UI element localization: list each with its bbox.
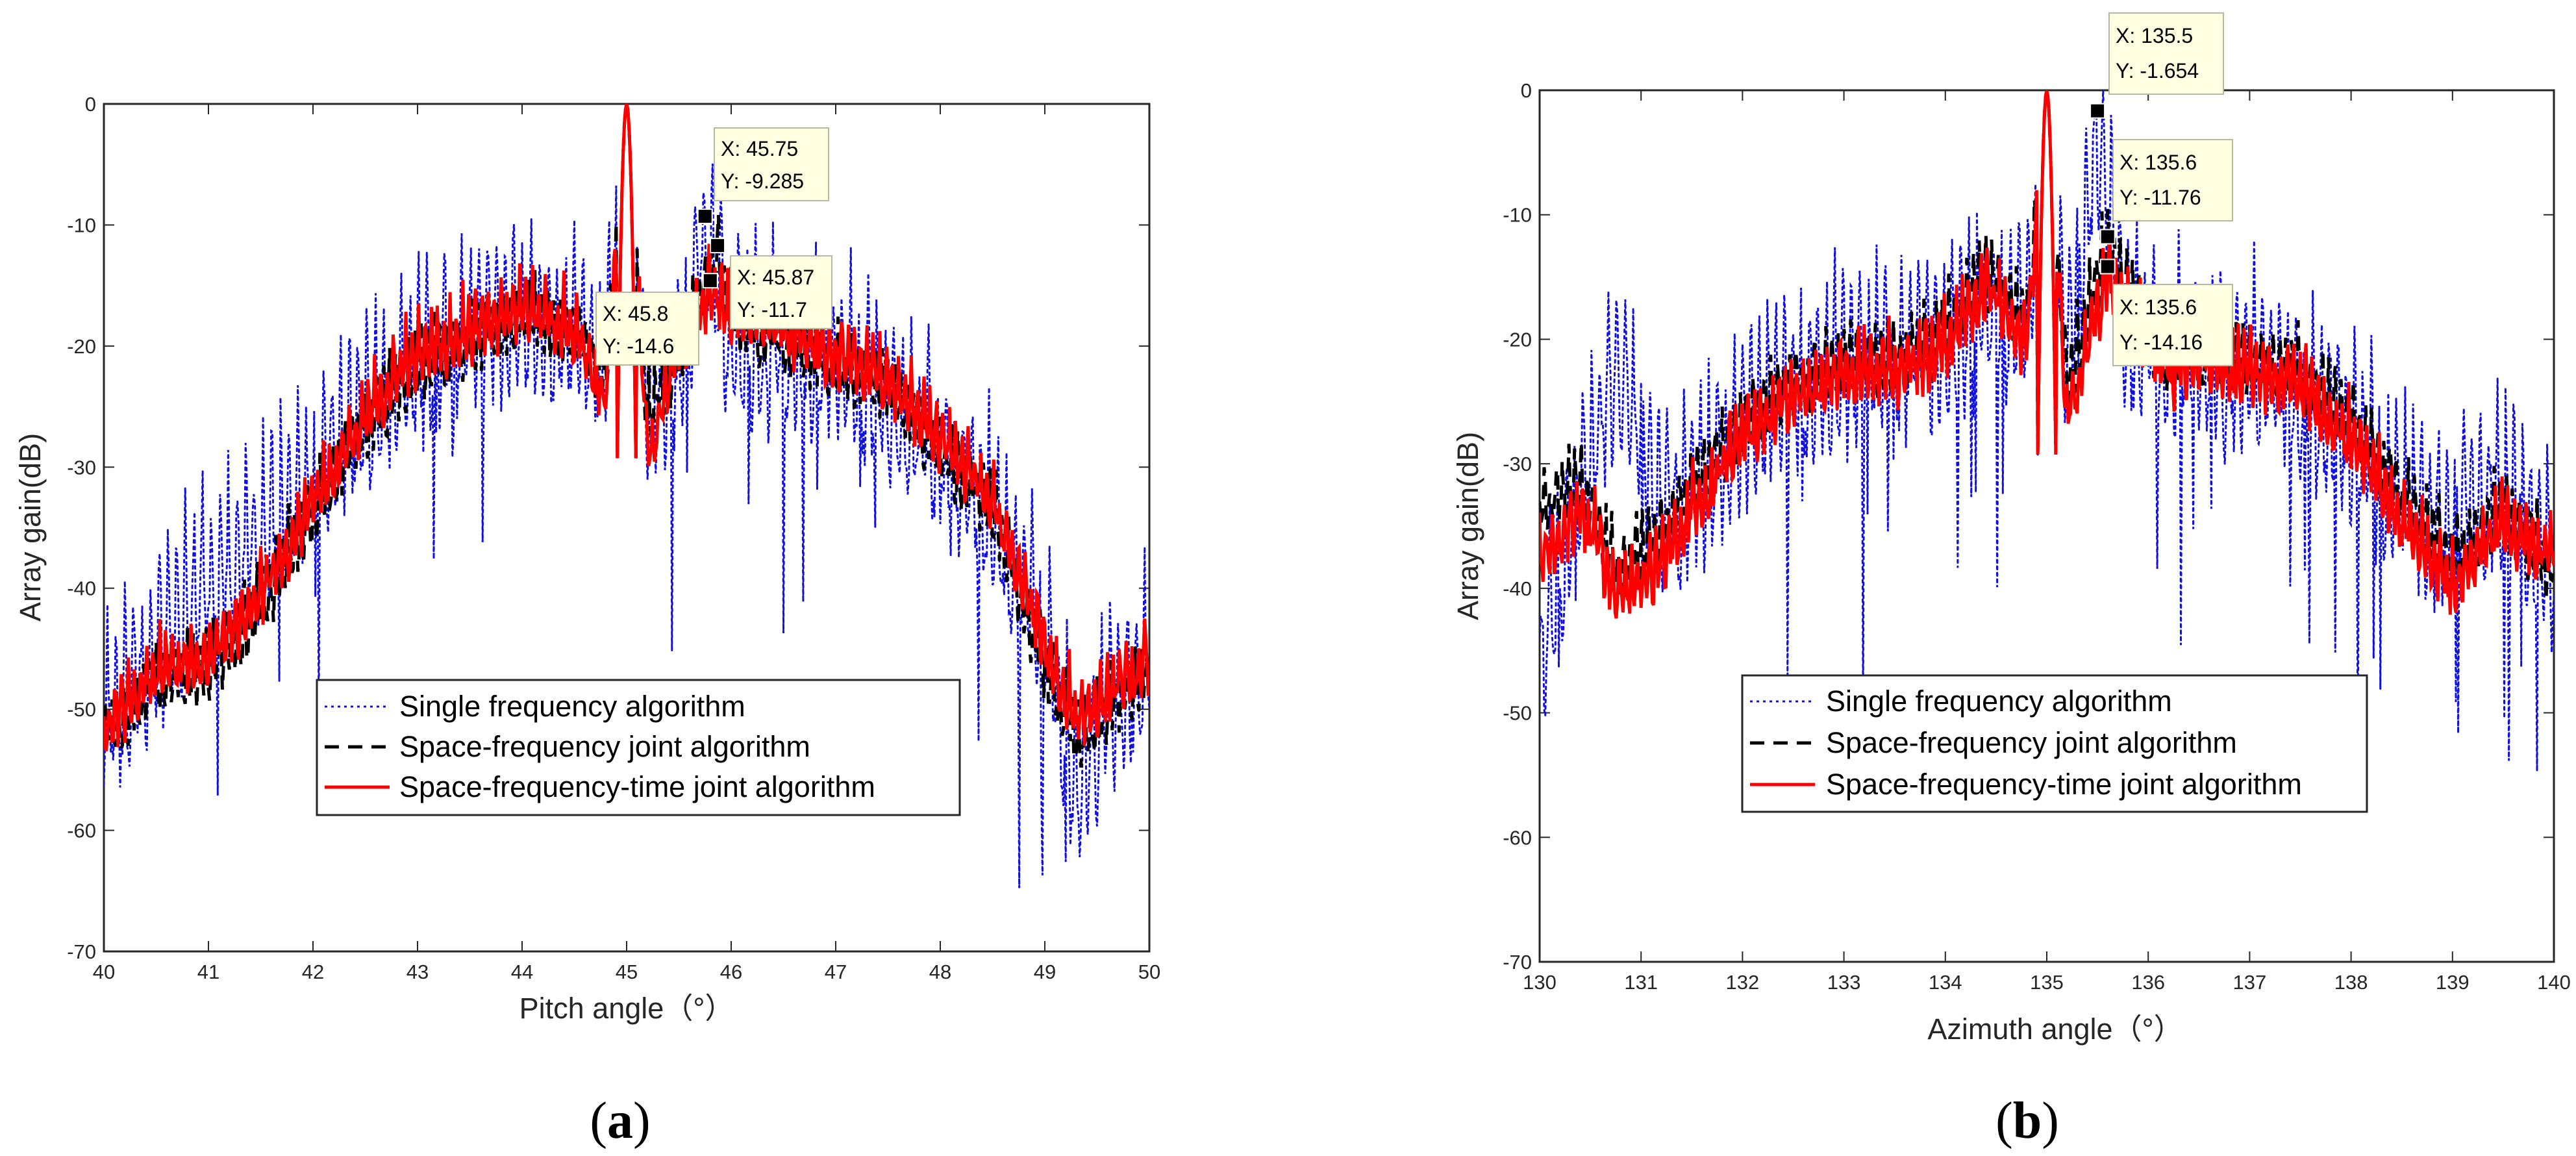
- chart-panel-b: 130 131 132 133 134 135 136 137 138 139 140 0 -10 -20…: [1451, 12, 2571, 1150]
- x-axis-label-b: Azimuth angle（°）: [1927, 1012, 2182, 1046]
- datatip-box: [2108, 12, 2224, 95]
- y-tick-label: -60: [1503, 826, 1532, 849]
- datatip-marker[interactable]: [2099, 229, 2116, 245]
- datatip-x: X: 45.87: [737, 266, 814, 289]
- x-axis-label-a: Pitch angle（°）: [519, 992, 734, 1025]
- datatip-box: [2112, 139, 2233, 221]
- y-tick-label: -50: [67, 698, 96, 721]
- datatip-b-0[interactable]: X: 135.5 Y: -1.654: [2108, 12, 2224, 95]
- datatip-marker[interactable]: [2099, 258, 2116, 275]
- datatip-markers-a: [697, 208, 726, 289]
- datatip-marker[interactable]: [697, 208, 713, 225]
- x-tick-label: 135: [2030, 971, 2064, 994]
- y-axis-label-b: Array gain(dB): [1451, 432, 1484, 620]
- y-tick-label: -30: [67, 456, 96, 479]
- x-tick-label: 139: [2436, 971, 2470, 994]
- series-line-single-b: [1540, 90, 2554, 772]
- series-line-space-frequency-time-a: [104, 104, 1149, 752]
- legend-box: [1741, 674, 2368, 813]
- datatip-markers-b: [2090, 103, 2116, 275]
- datatip-a-1[interactable]: X: 45.87 Y: -11.7: [730, 255, 832, 329]
- datatip-marker[interactable]: [702, 273, 718, 289]
- datatip-y: Y: -14.16: [2120, 331, 2203, 354]
- legend-label-space-frequency: Space-frequency joint algorithm: [399, 730, 810, 763]
- datatip-x: X: 135.5: [2116, 24, 2193, 47]
- datatip-y: Y: -14.6: [603, 334, 674, 358]
- x-tick-label: 132: [1726, 971, 1760, 994]
- datatip-x: X: 45.75: [721, 137, 798, 160]
- y-tick-label: 0: [1521, 79, 1532, 102]
- x-tick-label: 137: [2233, 971, 2267, 994]
- x-tick-label: 138: [2334, 971, 2368, 994]
- plot-area-b: [1538, 89, 2555, 963]
- y-tick-label: -10: [1503, 204, 1532, 227]
- x-tick-label: 131: [1624, 971, 1658, 994]
- x-tick-label: 40: [93, 961, 115, 983]
- x-tick-label: 44: [511, 961, 533, 983]
- x-tick-label: 140: [2537, 971, 2571, 994]
- datatip-x: X: 45.8: [603, 302, 668, 325]
- datatip-y: Y: -11.76: [2120, 186, 2201, 209]
- x-tick-label: 50: [1138, 961, 1160, 983]
- chart-panel-a: 40 41 42 43 44 45 46 47 48 49 50 0 -10 -20 -30 -40 -50 -6…: [14, 93, 1160, 1150]
- x-tick-label: 136: [2131, 971, 2165, 994]
- x-tick-label: 133: [1827, 971, 1861, 994]
- y-tick-label: -40: [67, 577, 96, 600]
- y-tick-label: -70: [1503, 951, 1532, 974]
- x-tick-label: 46: [720, 961, 742, 983]
- panel-label-a: (a): [590, 1092, 650, 1150]
- legend-label-single: Single frequency algorithm: [1826, 685, 2172, 718]
- datatip-box: [730, 255, 832, 329]
- y-tick-label: -10: [67, 214, 96, 236]
- legend-label-space-frequency: Space-frequency joint algorithm: [1826, 726, 2237, 759]
- panel-label-b: (b): [1995, 1092, 2059, 1150]
- y-tick-label: 0: [85, 93, 96, 116]
- y-tick-label: -60: [67, 820, 96, 842]
- datatip-marker[interactable]: [2090, 103, 2106, 119]
- y-tick-label: -50: [1503, 702, 1532, 725]
- x-tick-label: 43: [406, 961, 429, 983]
- legend-label-space-frequency-time: Space-frequency-time joint algorithm: [1826, 768, 2302, 801]
- y-tick-label: -70: [67, 940, 96, 963]
- datatip-y: Y: -11.7: [737, 298, 807, 321]
- y-tick-label: -20: [67, 335, 96, 358]
- legend-box: [316, 679, 961, 816]
- datatip-x: X: 135.6: [2120, 295, 2197, 319]
- x-tick-label: 41: [197, 961, 219, 983]
- x-tick-label: 45: [616, 961, 638, 983]
- panel-letter-a: a: [607, 1092, 633, 1150]
- datatip-y: Y: -1.654: [2116, 59, 2199, 82]
- ticks-b: 130 131 132 133 134 135 136 137 138 139 140 0 -10 -20…: [1503, 79, 2571, 994]
- x-tick-label: 130: [1523, 971, 1557, 994]
- x-tick-label: 48: [929, 961, 951, 983]
- y-tick-label: -40: [1503, 577, 1532, 600]
- legend-label-space-frequency-time: Space-frequency-time joint algorithm: [399, 770, 875, 803]
- x-tick-label: 134: [1929, 971, 1962, 994]
- datatip-a-0[interactable]: X: 45.75 Y: -9.285: [714, 127, 829, 201]
- legend-label-single: Single frequency algorithm: [399, 690, 745, 723]
- y-tick-label: -30: [1503, 453, 1532, 475]
- ticks-a: 40 41 42 43 44 45 46 47 48 49 50 0 -10 -20 -30 -40 -50 -6…: [67, 93, 1160, 983]
- datatip-y: Y: -9.285: [721, 170, 804, 193]
- datatip-box: [714, 127, 829, 201]
- y-axis-label-a: Array gain(dB): [14, 433, 47, 622]
- legend-a: Single frequency algorithm Space-frequen…: [316, 679, 961, 816]
- x-tick-label: 42: [302, 961, 324, 983]
- datatip-b-2[interactable]: X: 135.6 Y: -14.16: [2112, 284, 2233, 366]
- x-tick-label: 47: [825, 961, 847, 983]
- datatip-a-2[interactable]: X: 45.8 Y: -14.6: [595, 292, 699, 366]
- legend-b: Single frequency algorithm Space-frequen…: [1741, 674, 2368, 813]
- series-group-b: [1540, 90, 2554, 772]
- panel-letter-b: b: [2013, 1092, 2042, 1150]
- x-tick-label: 49: [1034, 961, 1056, 983]
- series-group-a: [104, 104, 1149, 888]
- datatip-marker[interactable]: [710, 238, 726, 254]
- series-line-space-frequency-time-b: [1540, 90, 2554, 619]
- y-tick-label: -20: [1503, 328, 1532, 351]
- datatip-b-1[interactable]: X: 135.6 Y: -11.76: [2112, 139, 2233, 221]
- datatip-box: [2112, 284, 2233, 366]
- datatip-box: [595, 292, 699, 366]
- datatip-x: X: 135.6: [2120, 151, 2197, 174]
